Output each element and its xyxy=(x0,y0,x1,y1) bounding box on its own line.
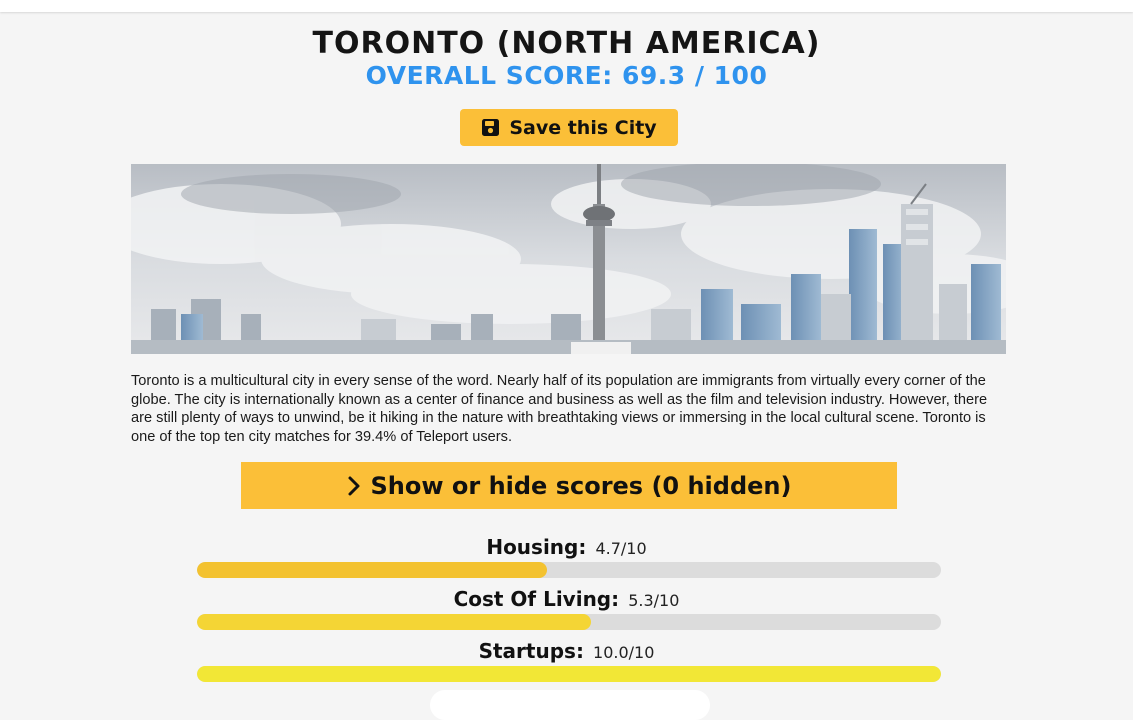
score-bar-fill xyxy=(197,614,592,630)
score-bar-track xyxy=(197,614,941,630)
overall-score: OVERALL SCORE: 69.3 / 100 xyxy=(365,61,768,90)
toggle-scores-label: Show or hide scores (0 hidden) xyxy=(370,471,792,500)
score-startups: Startups: 10.0/10 xyxy=(0,636,1133,682)
score-cost-of-living: Cost Of Living: 5.3/10 xyxy=(0,584,1133,630)
toggle-scores-button[interactable]: Show or hide scores (0 hidden) xyxy=(241,462,897,509)
score-name: Cost Of Living: xyxy=(453,587,620,611)
score-name: Housing: xyxy=(486,535,587,559)
next-section-peek xyxy=(430,690,710,720)
page-title: TORONTO (NORTH AMERICA) xyxy=(312,26,821,61)
city-hero-image xyxy=(131,164,1006,354)
score-value: 5.3/10 xyxy=(628,591,680,610)
score-bar-track xyxy=(197,666,941,682)
score-bar-fill xyxy=(197,562,547,578)
score-value: 4.7/10 xyxy=(595,539,647,558)
city-description: Toronto is a multicultural city in every… xyxy=(131,373,988,445)
score-value: 10.0/10 xyxy=(593,643,655,662)
score-housing: Housing: 4.7/10 xyxy=(0,532,1133,578)
save-city-label: Save this City xyxy=(509,116,657,139)
chevron-right-icon xyxy=(347,475,361,497)
save-city-button[interactable]: Save this City xyxy=(460,109,678,146)
score-bar-track xyxy=(197,562,941,578)
floppy-disk-icon xyxy=(481,118,500,137)
score-name: Startups: xyxy=(478,639,584,663)
score-bar-fill xyxy=(197,666,941,682)
top-nav-bar xyxy=(0,0,1133,12)
